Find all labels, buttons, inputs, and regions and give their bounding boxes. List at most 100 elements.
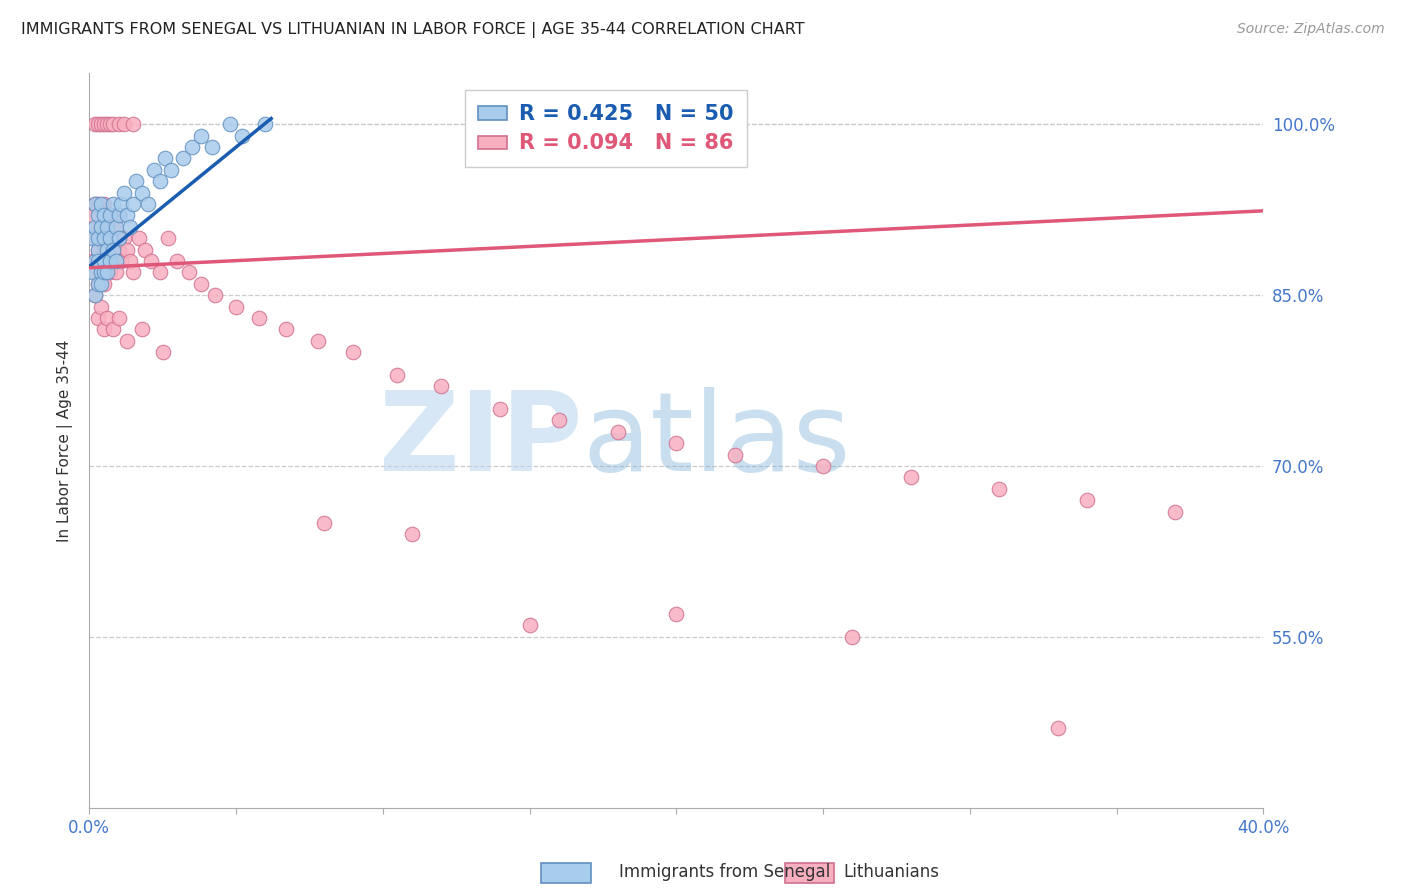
Point <box>101 197 124 211</box>
Point <box>101 117 124 131</box>
Point <box>841 630 863 644</box>
Text: Lithuanians: Lithuanians <box>844 863 939 881</box>
Point <box>274 322 297 336</box>
Point <box>98 265 121 279</box>
Point <box>430 379 453 393</box>
Point <box>90 300 112 314</box>
Point <box>93 208 115 222</box>
Point <box>93 117 115 131</box>
Point <box>87 243 110 257</box>
Point <box>166 254 188 268</box>
Point <box>107 231 129 245</box>
Point <box>172 152 194 166</box>
Point <box>104 254 127 268</box>
Point <box>120 254 142 268</box>
Point <box>139 254 162 268</box>
Point <box>665 436 688 450</box>
Point <box>149 265 172 279</box>
Point <box>87 277 110 291</box>
Point <box>180 140 202 154</box>
Point <box>136 197 159 211</box>
Point <box>84 197 107 211</box>
Point <box>93 197 115 211</box>
Legend: R = 0.425   N = 50, R = 0.094   N = 86: R = 0.425 N = 50, R = 0.094 N = 86 <box>464 90 747 167</box>
Point <box>811 458 834 473</box>
Point <box>1076 493 1098 508</box>
Point <box>93 243 115 257</box>
Point <box>204 288 226 302</box>
Point <box>131 186 153 200</box>
Point <box>98 208 121 222</box>
Point <box>93 254 115 268</box>
Point <box>98 231 121 245</box>
Point <box>254 117 277 131</box>
Point <box>96 243 118 257</box>
Point <box>87 197 110 211</box>
Point <box>134 243 156 257</box>
Point <box>157 231 180 245</box>
Point <box>80 265 103 279</box>
Point <box>110 197 132 211</box>
Point <box>107 243 129 257</box>
Point <box>249 310 271 325</box>
Point <box>90 219 112 234</box>
Point <box>110 254 132 268</box>
Point <box>107 208 129 222</box>
Point <box>101 254 124 268</box>
Point <box>93 322 115 336</box>
Point <box>152 345 174 359</box>
Point <box>80 254 103 268</box>
Text: IMMIGRANTS FROM SENEGAL VS LITHUANIAN IN LABOR FORCE | AGE 35-44 CORRELATION CHA: IMMIGRANTS FROM SENEGAL VS LITHUANIAN IN… <box>21 22 804 38</box>
Text: Source: ZipAtlas.com: Source: ZipAtlas.com <box>1237 22 1385 37</box>
Point <box>90 277 112 291</box>
Point <box>225 300 247 314</box>
Point <box>177 265 200 279</box>
Point <box>96 310 118 325</box>
Point <box>489 402 512 417</box>
Point <box>93 277 115 291</box>
Point <box>519 618 541 632</box>
Point <box>90 197 112 211</box>
Point <box>84 288 107 302</box>
Point <box>107 310 129 325</box>
Point <box>117 334 139 348</box>
Point <box>96 219 118 234</box>
Point <box>90 254 112 268</box>
Point <box>112 231 135 245</box>
Point <box>122 265 145 279</box>
Point <box>107 208 129 222</box>
Text: ZIP: ZIP <box>380 387 582 494</box>
Point <box>122 117 145 131</box>
Y-axis label: In Labor Force | Age 35-44: In Labor Force | Age 35-44 <box>58 339 73 541</box>
Point <box>104 231 127 245</box>
Point <box>84 117 107 131</box>
Point <box>142 162 165 177</box>
Point <box>128 231 150 245</box>
Point <box>84 231 107 245</box>
Point <box>1046 721 1069 735</box>
Point <box>84 254 107 268</box>
Point <box>190 128 212 143</box>
Point <box>90 265 112 279</box>
Point <box>219 117 242 131</box>
Point <box>87 208 110 222</box>
Point <box>98 117 121 131</box>
Point <box>93 265 115 279</box>
Point <box>307 334 329 348</box>
Point <box>93 231 115 245</box>
Point <box>117 243 139 257</box>
Point <box>122 197 145 211</box>
Point <box>84 265 107 279</box>
Point <box>547 413 569 427</box>
Point <box>98 254 121 268</box>
Point <box>87 310 110 325</box>
Point <box>84 288 107 302</box>
Point <box>90 265 112 279</box>
Point <box>104 265 127 279</box>
Text: atlas: atlas <box>582 387 851 494</box>
Point <box>120 219 142 234</box>
Point <box>87 219 110 234</box>
Point <box>131 322 153 336</box>
Point <box>190 277 212 291</box>
Point <box>724 448 747 462</box>
